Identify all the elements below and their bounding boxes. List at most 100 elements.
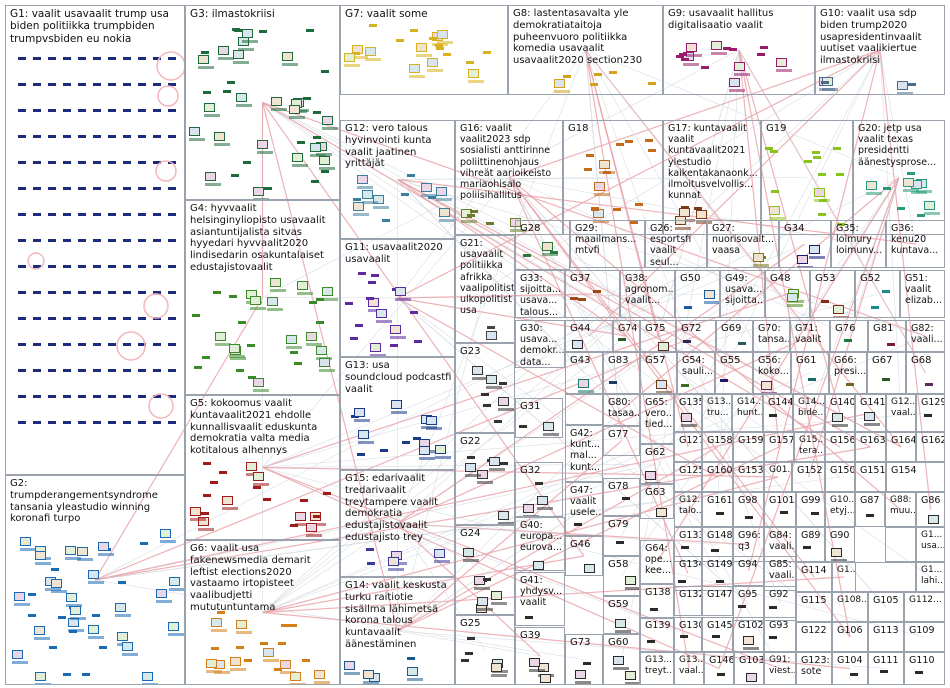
group-box-g22[interactable]: G22 <box>455 433 515 525</box>
group-box-g62[interactable]: G62 <box>640 444 674 484</box>
group-box-g31[interactable]: G31 <box>515 398 563 438</box>
group-box-g160[interactable]: G160 <box>702 462 733 492</box>
group-box-g18[interactable]: G18 <box>563 120 663 235</box>
group-box-g70[interactable]: G70: tansa... <box>753 320 790 352</box>
group-box-g1y[interactable]: G1... <box>832 562 856 592</box>
group-box-g115[interactable]: G115 <box>796 592 832 622</box>
group-box-g113[interactable]: G113 <box>868 622 904 652</box>
group-box-g36[interactable]: G36: kenu20 kuntava... <box>886 220 945 268</box>
group-box-g101[interactable]: G101 <box>764 492 796 527</box>
group-box-g40[interactable]: G40: europa... eurova... <box>515 517 565 571</box>
group-box-g105[interactable]: G105 <box>868 592 904 622</box>
group-box-g10x[interactable]: G10... etyj... <box>825 492 855 527</box>
group-box-g79[interactable]: G79 <box>603 516 640 556</box>
group-box-g8[interactable]: G8: lastentasavalta yle demokratiataitoj… <box>508 5 663 95</box>
group-box-g9[interactable]: G9: usavaalit hallitus digitalisaatio va… <box>663 5 815 95</box>
group-box-g78[interactable]: G78 <box>603 478 640 516</box>
group-box-g25[interactable]: G25 <box>455 615 515 685</box>
group-box-g21[interactable]: G21: usavaalit politiikka afrikka vaalip… <box>455 235 515 343</box>
group-box-g75[interactable]: G75 <box>640 320 676 352</box>
group-box-g146[interactable]: G146 <box>704 652 734 685</box>
group-box-g1[interactable]: G1: vaalit usavaalit trump usa biden pol… <box>5 5 185 475</box>
group-box-g138[interactable]: G138 <box>640 584 674 619</box>
group-box-g72[interactable]: G72 <box>676 320 716 352</box>
group-box-g114[interactable]: G114 <box>796 562 832 592</box>
group-box-g12[interactable]: G12: vero talous hyvinvointi kunta vaali… <box>340 120 455 239</box>
group-box-g10[interactable]: G10: vaalit usa sdp biden trump2020 usap… <box>815 5 945 95</box>
group-box-g20[interactable]: G20: jetp usa vaalit texas presidentti ä… <box>853 120 945 235</box>
group-box-g89[interactable]: G89 <box>796 527 825 562</box>
group-box-g29[interactable]: G29: maailmans... mtvfi <box>570 220 645 268</box>
group-box-g156[interactable]: G156 <box>825 432 855 462</box>
group-box-g11[interactable]: G11: usavaalit2020 usavaalit <box>340 239 455 357</box>
group-box-g69[interactable]: G69 <box>716 320 753 352</box>
group-box-g13x[interactable]: G13... tru... <box>702 394 732 432</box>
group-box-g157[interactable]: G157 <box>764 432 794 462</box>
group-box-g152[interactable]: G152 <box>792 462 825 492</box>
group-box-g129[interactable]: G129 <box>916 394 945 432</box>
group-box-g14x[interactable]: G14... hunt... <box>732 394 763 432</box>
group-box-g74[interactable]: G74 <box>613 320 640 352</box>
group-box-g14y[interactable]: G14... bide... <box>793 394 825 432</box>
group-box-g140[interactable]: G140 <box>825 394 855 432</box>
group-box-g144[interactable]: G144 <box>763 394 793 432</box>
group-box-g15x[interactable]: G15... tera... <box>794 432 825 462</box>
group-box-g4[interactable]: G4: hyvvaalit helsinginyliopisto usavaal… <box>185 200 340 395</box>
group-box-g66[interactable]: G66: presi... <box>829 352 867 394</box>
group-box-g108[interactable]: G108... <box>832 592 868 622</box>
group-box-g102[interactable]: G102 <box>733 617 764 652</box>
group-box-g49[interactable]: G49: usava... sijoitta... <box>720 270 765 318</box>
group-box-g73[interactable]: G73 <box>565 634 603 685</box>
group-box-g5[interactable]: G5: kokoomus vaalit kuntavaalit2021 ehdo… <box>185 395 340 540</box>
group-box-g153[interactable]: G153 <box>733 462 764 492</box>
group-box-g151[interactable]: G151 <box>855 462 886 492</box>
group-box-g67[interactable]: G67 <box>867 352 906 394</box>
group-box-g111[interactable]: G111 <box>868 652 904 685</box>
group-box-g41[interactable]: G41: yhdysv... vaalit <box>515 572 565 626</box>
group-box-g82[interactable]: G82: vaali... <box>906 320 945 352</box>
group-box-g86[interactable]: G86 <box>916 492 945 527</box>
group-box-g127[interactable]: G127 <box>674 432 702 462</box>
group-box-g44[interactable]: G44 <box>565 320 613 352</box>
group-box-g50[interactable]: G50 <box>675 270 720 318</box>
group-box-g6[interactable]: G6: vaalit usa fakenewsmedia demarit lef… <box>185 540 340 685</box>
group-box-g32[interactable]: G32 <box>515 462 563 517</box>
group-box-g38[interactable]: G38: agronom... vaalit... <box>620 270 675 318</box>
group-box-g35[interactable]: G35: loimury loimunv... <box>831 220 886 268</box>
group-box-g76[interactable]: G76 <box>830 320 868 352</box>
group-box-g58[interactable]: G58 <box>603 556 640 596</box>
group-box-g52[interactable]: G52 <box>855 270 900 318</box>
group-box-g147[interactable]: G147 <box>702 586 733 616</box>
group-box-g24[interactable]: G24 <box>455 525 515 615</box>
group-box-g28[interactable]: G28 <box>515 220 570 270</box>
group-box-g3[interactable]: G3: ilmastokriisi <box>185 5 340 200</box>
group-box-g43[interactable]: G43 <box>565 352 603 394</box>
group-box-g65[interactable]: G65: vero... tied... <box>640 394 674 444</box>
group-box-g109[interactable]: G109 <box>904 622 945 652</box>
group-box-g162[interactable]: G162 <box>916 432 945 462</box>
group-box-g46[interactable]: G46 <box>565 536 603 576</box>
group-box-g110[interactable]: G110 <box>904 652 945 685</box>
group-box-g77[interactable]: G77 <box>603 426 640 456</box>
group-box-g91[interactable]: G91: viest... <box>764 652 796 685</box>
group-box-g16[interactable]: G16: vaalit vaalit2023 sdp sosialisti an… <box>455 120 563 235</box>
group-box-g64[interactable]: G64: ope... kee... <box>640 540 674 584</box>
group-box-g12y[interactable]: G12... talo... <box>674 492 702 527</box>
group-box-g55[interactable]: G55 <box>715 352 753 394</box>
group-box-g48[interactable]: G48 <box>765 270 810 318</box>
group-box-g12x[interactable]: G12... vaal... <box>886 394 916 432</box>
group-box-g103[interactable]: G103 <box>734 652 764 685</box>
group-box-g68[interactable]: G68 <box>906 352 945 394</box>
group-box-g59[interactable]: G59 <box>603 596 640 634</box>
group-box-g90[interactable]: G90 <box>825 527 855 562</box>
group-box-g150[interactable]: G150 <box>825 462 855 492</box>
group-box-g39[interactable]: G39 <box>515 627 565 685</box>
group-box-g132[interactable]: G132 <box>674 586 702 616</box>
group-box-g54[interactable]: G54: sauli... <box>677 352 715 394</box>
group-box-g92[interactable]: G92 <box>764 586 796 621</box>
group-box-g95[interactable]: G95 <box>733 586 764 621</box>
group-box-g19[interactable]: G19 <box>761 120 853 235</box>
group-box-g53[interactable]: G53 <box>810 270 855 318</box>
group-box-g99[interactable]: G99 <box>796 492 825 527</box>
group-box-g01[interactable]: G01... <box>764 462 792 492</box>
